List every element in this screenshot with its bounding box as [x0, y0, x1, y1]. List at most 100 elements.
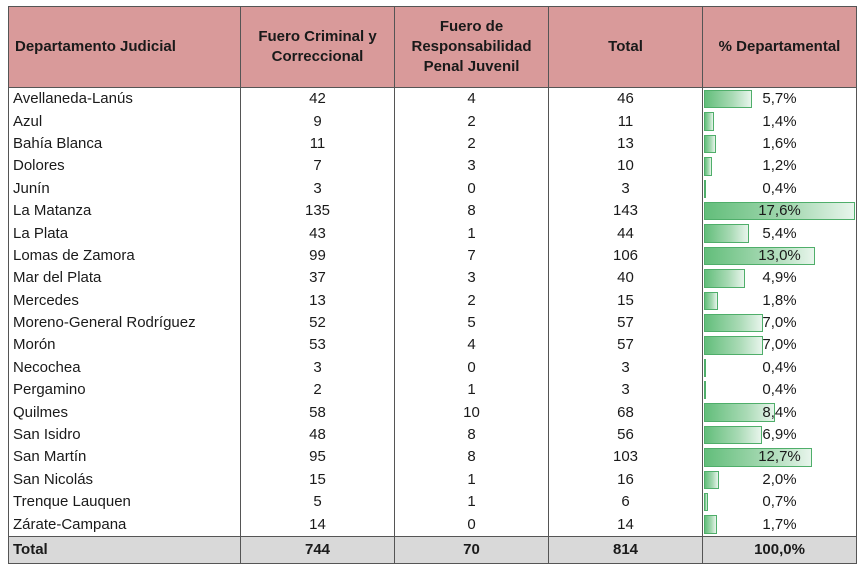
pct-label: 1,8%	[762, 291, 797, 309]
pct-label: 12,7%	[758, 448, 801, 466]
departamento-cell: La Plata	[8, 222, 241, 245]
pct-data-bar	[704, 90, 752, 109]
total-pct: 100,0%	[702, 535, 857, 564]
table-row: San Nicolás 15 1 16 2,0%	[8, 468, 857, 492]
departamento-cell: Bahía Blanca	[8, 132, 241, 156]
departamento-cell: Junín	[8, 177, 241, 200]
table-row: Lomas de Zamora 99 7 106 13,0%	[8, 244, 857, 268]
table-row: Junín 3 0 3 0,4%	[8, 177, 857, 200]
total-total: 814	[548, 535, 703, 564]
table-footer: Total 744 70 814 100,0%	[8, 535, 857, 564]
criminal-cell: 3	[240, 356, 395, 380]
juvenil-cell: 4	[394, 334, 549, 357]
criminal-cell: 3	[240, 177, 395, 200]
pct-data-bar	[704, 224, 749, 243]
pct-cell: 5,7%	[702, 87, 857, 111]
total-label: Total	[8, 535, 241, 564]
total-cell: 46	[548, 87, 703, 111]
total-cell: 10	[548, 155, 703, 178]
criminal-cell: 95	[240, 446, 395, 469]
pct-label: 6,9%	[762, 426, 797, 444]
criminal-cell: 15	[240, 468, 395, 492]
criminal-cell: 5	[240, 491, 395, 514]
departamento-cell: San Nicolás	[8, 468, 241, 492]
departamental-table: Departamento Judicial Fuero Criminal y C…	[8, 6, 857, 564]
criminal-cell: 37	[240, 267, 395, 290]
juvenil-cell: 1	[394, 379, 549, 402]
departamento-cell: San Martín	[8, 446, 241, 469]
criminal-cell: 14	[240, 513, 395, 537]
total-cell: 3	[548, 177, 703, 200]
pct-label: 1,2%	[762, 157, 797, 175]
criminal-cell: 43	[240, 222, 395, 245]
pct-data-bar	[704, 112, 715, 131]
header-criminal: Fuero Criminal y Correccional	[240, 6, 395, 88]
pct-label: 1,4%	[762, 112, 797, 130]
total-cell: 16	[548, 468, 703, 492]
table-container: Departamento Judicial Fuero Criminal y C…	[8, 6, 857, 564]
criminal-cell: 48	[240, 423, 395, 447]
departamento-cell: San Isidro	[8, 423, 241, 447]
pct-data-bar	[704, 358, 706, 378]
table-row: La Matanza 135 8 143 17,6%	[8, 199, 857, 223]
pct-data-bar	[704, 246, 815, 266]
pct-label: 0,4%	[762, 358, 797, 376]
total-cell: 13	[548, 132, 703, 156]
pct-cell: 8,4%	[702, 401, 857, 424]
pct-label: 1,7%	[762, 515, 797, 533]
juvenil-cell: 5	[394, 311, 549, 335]
pct-data-bar	[704, 448, 813, 467]
total-cell: 3	[548, 379, 703, 402]
table-row: Pergamino 2 1 3 0,4%	[8, 379, 857, 402]
total-cell: 14	[548, 513, 703, 537]
juvenil-cell: 8	[394, 199, 549, 223]
table-row: San Isidro 48 8 56 6,9%	[8, 423, 857, 447]
total-cell: 6	[548, 491, 703, 514]
pct-cell: 6,9%	[702, 423, 857, 447]
pct-data-bar	[704, 403, 776, 422]
criminal-cell: 53	[240, 334, 395, 357]
juvenil-cell: 10	[394, 401, 549, 424]
total-criminal: 744	[240, 535, 395, 564]
juvenil-cell: 0	[394, 513, 549, 537]
pct-cell: 1,2%	[702, 155, 857, 178]
juvenil-cell: 8	[394, 423, 549, 447]
pct-label: 13,0%	[758, 246, 801, 264]
table-row: Zárate-Campana 14 0 14 1,7%	[8, 513, 857, 537]
table-row: Dolores 7 3 10 1,2%	[8, 155, 857, 178]
criminal-cell: 58	[240, 401, 395, 424]
pct-label: 7,0%	[762, 314, 797, 332]
juvenil-cell: 8	[394, 446, 549, 469]
criminal-cell: 7	[240, 155, 395, 178]
pct-label: 1,6%	[762, 134, 797, 152]
table-row: Bahía Blanca 11 2 13 1,6%	[8, 132, 857, 156]
table-row: Morón 53 4 57 7,0%	[8, 334, 857, 357]
header-total: Total	[548, 6, 703, 88]
departamento-cell: Mercedes	[8, 289, 241, 312]
pct-cell: 0,4%	[702, 379, 857, 402]
pct-cell: 0,7%	[702, 491, 857, 514]
criminal-cell: 99	[240, 244, 395, 268]
departamento-cell: Quilmes	[8, 401, 241, 424]
pct-cell: 1,7%	[702, 513, 857, 537]
table-row: Quilmes 58 10 68 8,4%	[8, 401, 857, 424]
table-row: Azul 9 2 11 1,4%	[8, 110, 857, 133]
table-row: Avellaneda-Lanús 42 4 46 5,7%	[8, 87, 857, 111]
pct-cell: 17,6%	[702, 199, 857, 223]
pct-data-bar	[704, 134, 716, 154]
pct-label: 8,4%	[762, 403, 797, 421]
pct-data-bar	[704, 381, 706, 400]
pct-cell: 7,0%	[702, 311, 857, 335]
total-cell: 103	[548, 446, 703, 469]
total-cell: 44	[548, 222, 703, 245]
criminal-cell: 135	[240, 199, 395, 223]
pct-label: 0,4%	[762, 179, 797, 197]
departamento-cell: Zárate-Campana	[8, 513, 241, 537]
total-row: Total 744 70 814 100,0%	[8, 535, 857, 564]
criminal-cell: 9	[240, 110, 395, 133]
departamento-cell: Morón	[8, 334, 241, 357]
pct-data-bar	[704, 425, 762, 445]
juvenil-cell: 2	[394, 289, 549, 312]
juvenil-cell: 0	[394, 177, 549, 200]
pct-cell: 4,9%	[702, 267, 857, 290]
